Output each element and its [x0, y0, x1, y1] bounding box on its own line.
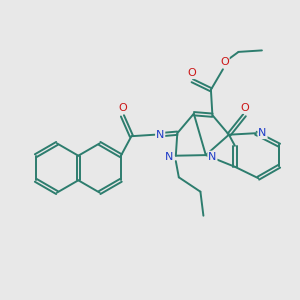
Text: N: N [258, 128, 267, 138]
Text: O: O [220, 57, 229, 67]
Text: N: N [165, 152, 173, 162]
Text: O: O [240, 103, 249, 113]
Text: N: N [208, 152, 217, 162]
Text: O: O [187, 68, 196, 78]
Text: N: N [156, 130, 164, 140]
Text: O: O [118, 103, 127, 113]
